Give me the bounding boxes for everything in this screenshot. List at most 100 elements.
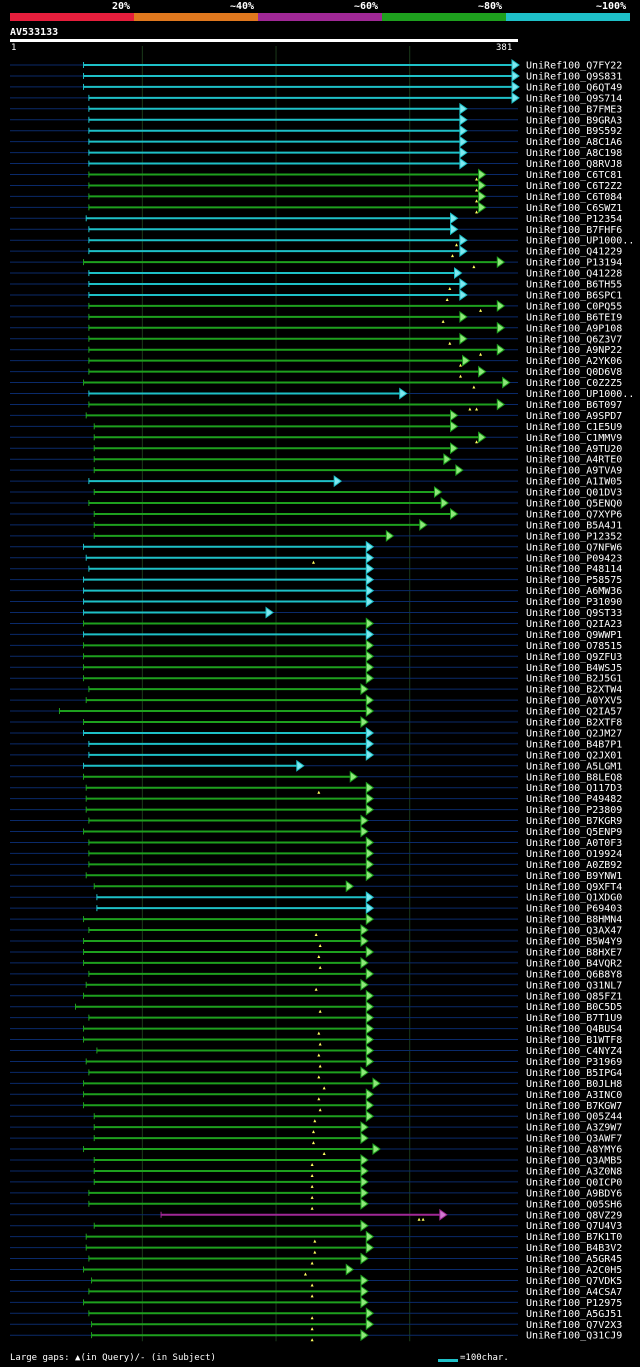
hit-row[interactable]: UniRef100_Q3AX47 <box>10 924 622 937</box>
hit-label[interactable]: UniRef100_Q3AWF7 <box>526 1134 622 1145</box>
hit-label[interactable]: UniRef100_Q2JX01 <box>526 750 622 761</box>
hit-label[interactable]: UniRef100_Q7NFW6 <box>526 542 622 553</box>
hit-row[interactable]: UniRef100_A5GR45 <box>10 1252 622 1266</box>
hit-row[interactable]: UniRef100_Q31CJ9 <box>10 1329 622 1342</box>
hit-label[interactable]: UniRef100_A9TU20 <box>526 444 622 455</box>
hit-row[interactable]: UniRef100_B4WSJ5 <box>10 661 622 674</box>
hit-row[interactable]: UniRef100_Q4BUS4 <box>10 1022 622 1036</box>
hit-row[interactable]: UniRef100_C0PQ55 <box>10 299 622 313</box>
hit-label[interactable]: UniRef100_P58575 <box>526 575 622 586</box>
hit-label[interactable]: UniRef100_B9S592 <box>526 126 622 137</box>
hit-row[interactable]: UniRef100_Q6B8Y8 <box>10 967 622 981</box>
hit-row[interactable]: UniRef100_B9YNW1 <box>10 869 622 882</box>
hit-label[interactable]: UniRef100_P69403 <box>526 904 622 915</box>
hit-row[interactable]: UniRef100_B5IPG4 <box>10 1066 622 1079</box>
hit-row[interactable]: UniRef100_B0JLH8 <box>10 1077 622 1090</box>
hit-row[interactable]: UniRef100_O78515 <box>10 639 622 652</box>
hit-row[interactable]: UniRef100_Q41229 <box>10 245 622 258</box>
hit-label[interactable]: UniRef100_A3Z9W7 <box>526 1123 622 1134</box>
hit-label[interactable]: UniRef100_A9SPD7 <box>526 411 622 422</box>
hit-row[interactable]: UniRef100_B5A4J1 <box>10 518 622 532</box>
hit-row[interactable]: UniRef100_A8C198 <box>10 146 622 160</box>
hit-label[interactable]: UniRef100_A6MW36 <box>526 586 622 597</box>
hit-label[interactable]: UniRef100_Q6Z3V7 <box>526 334 622 345</box>
hit-row[interactable]: UniRef100_P23809 <box>10 803 622 817</box>
hit-label[interactable]: UniRef100_B4B7P1 <box>526 739 622 750</box>
hit-label[interactable]: UniRef100_B7K1T0 <box>526 1232 622 1243</box>
hit-label[interactable]: UniRef100_Q85FZ1 <box>526 991 622 1002</box>
hit-label[interactable]: UniRef100_C1MMV9 <box>526 433 622 444</box>
hit-row[interactable]: UniRef100_A8YMY6 <box>10 1143 622 1156</box>
hit-row[interactable]: UniRef100_A4RTE0 <box>10 453 622 466</box>
hit-label[interactable]: UniRef100_A2C0H5 <box>526 1265 622 1276</box>
hit-label[interactable]: UniRef100_P12354 <box>526 214 622 225</box>
hit-label[interactable]: UniRef100_C6T2Z2 <box>526 181 622 192</box>
hit-label[interactable]: UniRef100_B9GRA3 <box>526 115 622 126</box>
hit-label[interactable]: UniRef100_B8LEQ8 <box>526 772 622 783</box>
hit-row[interactable]: UniRef100_Q9ZFU3 <box>10 650 622 663</box>
hit-row[interactable]: UniRef100_Q2IA23 <box>10 617 622 630</box>
hit-row[interactable]: UniRef100_P69403 <box>10 902 622 915</box>
hit-label[interactable]: UniRef100_Q31NL7 <box>526 980 622 991</box>
hit-row[interactable]: UniRef100_Q05Z44 <box>10 1110 622 1123</box>
hit-label[interactable]: UniRef100_Q7V2X3 <box>526 1320 622 1331</box>
hit-row[interactable]: UniRef100_B7FME3 <box>10 102 622 116</box>
hit-row[interactable]: UniRef100_P12354 <box>10 212 622 225</box>
hit-label[interactable]: UniRef100_P49482 <box>526 794 622 805</box>
hit-row[interactable]: UniRef100_B9S592 <box>10 124 622 138</box>
hit-label[interactable]: UniRef100_Q3AX47 <box>526 926 622 937</box>
hit-row[interactable]: UniRef100_Q5ENP9 <box>10 825 622 839</box>
hit-row[interactable]: UniRef100_P58575 <box>10 573 622 587</box>
hit-row[interactable]: UniRef100_B7K1T0 <box>10 1230 622 1244</box>
hit-label[interactable]: UniRef100_Q0D6V8 <box>526 367 622 378</box>
hit-label[interactable]: UniRef100_UP1000.. <box>526 236 634 247</box>
hit-label[interactable]: UniRef100_Q6QT49 <box>526 82 622 93</box>
hit-row[interactable]: UniRef100_Q2IA57 <box>10 705 622 718</box>
hit-row[interactable]: UniRef100_Q5ENQ0 <box>10 497 622 510</box>
hit-label[interactable]: UniRef100_P48114 <box>526 564 622 575</box>
hit-label[interactable]: UniRef100_B9YNW1 <box>526 871 622 882</box>
hit-label[interactable]: UniRef100_C0Z2Z5 <box>526 378 622 389</box>
hit-row[interactable]: UniRef100_Q8VZ29 <box>10 1208 622 1222</box>
hit-row[interactable]: UniRef100_A2YK06 <box>10 354 622 368</box>
hit-label[interactable]: UniRef100_C0PQ55 <box>526 301 622 312</box>
hit-row[interactable]: UniRef100_B4B3V2 <box>10 1241 622 1255</box>
hit-row[interactable]: UniRef100_A2C0H5 <box>10 1263 622 1277</box>
hit-row[interactable]: UniRef100_P49482 <box>10 792 622 806</box>
hit-row[interactable]: UniRef100_B0C5D5 <box>10 1000 622 1014</box>
hit-row[interactable]: UniRef100_Q9S714 <box>10 91 622 105</box>
hit-row[interactable]: UniRef100_A9SPD7 <box>10 409 622 422</box>
hit-label[interactable]: UniRef100_A3INC0 <box>526 1090 622 1101</box>
hit-row[interactable]: UniRef100_Q05SH6 <box>10 1197 622 1211</box>
hit-row[interactable]: UniRef100_A9TVA9 <box>10 464 622 477</box>
hit-label[interactable]: UniRef100_A5GJ51 <box>526 1309 622 1320</box>
hit-label[interactable]: UniRef100_B0C5D5 <box>526 1002 622 1013</box>
hit-row[interactable]: UniRef100_C1E5U9 <box>10 420 622 433</box>
hit-label[interactable]: UniRef100_Q9S831 <box>526 71 622 82</box>
hit-label[interactable]: UniRef100_UP1000.. <box>526 389 634 400</box>
hit-label[interactable]: UniRef100_A5LGM1 <box>526 761 622 772</box>
hit-row[interactable]: UniRef100_B4B7P1 <box>10 737 622 751</box>
hit-row[interactable]: UniRef100_Q2JM27 <box>10 726 622 740</box>
hit-row[interactable]: UniRef100_B4VQR2 <box>10 956 622 970</box>
hit-row[interactable]: UniRef100_A8C1A6 <box>10 135 622 149</box>
hit-label[interactable]: UniRef100_P13194 <box>526 258 622 269</box>
hit-label[interactable]: UniRef100_B5A4J1 <box>526 520 622 531</box>
hit-row[interactable]: UniRef100_Q7V2X3 <box>10 1318 622 1331</box>
hit-row[interactable]: UniRef100_B7T1U9 <box>10 1011 622 1025</box>
hit-label[interactable]: UniRef100_Q9ZFU3 <box>526 652 622 663</box>
hit-label[interactable]: UniRef100_A3Z0N8 <box>526 1166 622 1177</box>
hit-row[interactable]: UniRef100_Q6QT49 <box>10 80 622 94</box>
hit-label[interactable]: UniRef100_B4B3V2 <box>526 1243 622 1254</box>
hit-row[interactable]: UniRef100_B2XTF8 <box>10 716 622 729</box>
hit-label[interactable]: UniRef100_Q05Z44 <box>526 1112 622 1123</box>
hit-label[interactable]: UniRef100_Q9WWP1 <box>526 630 622 641</box>
hit-label[interactable]: UniRef100_O78515 <box>526 641 622 652</box>
hit-label[interactable]: UniRef100_A2YK06 <box>526 356 622 367</box>
hit-label[interactable]: UniRef100_Q7U4V3 <box>526 1221 622 1232</box>
hit-row[interactable]: UniRef100_B8LEQ8 <box>10 770 622 784</box>
hit-label[interactable]: UniRef100_Q4BUS4 <box>526 1024 622 1035</box>
hit-row[interactable]: UniRef100_B9GRA3 <box>10 113 622 127</box>
hit-label[interactable]: UniRef100_P31969 <box>526 1057 622 1068</box>
hit-row[interactable]: UniRef100_Q9S831 <box>10 69 622 83</box>
